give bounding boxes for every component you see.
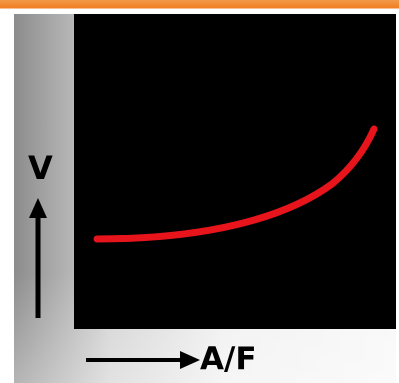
right-arrow-icon bbox=[86, 351, 200, 369]
voltage-curve bbox=[93, 125, 378, 243]
y-axis-label: V bbox=[28, 149, 53, 187]
up-arrow-icon bbox=[29, 198, 47, 318]
orange-header-bar bbox=[0, 0, 399, 14]
x-axis-label: A/F bbox=[200, 341, 257, 377]
curve-line bbox=[93, 125, 378, 243]
